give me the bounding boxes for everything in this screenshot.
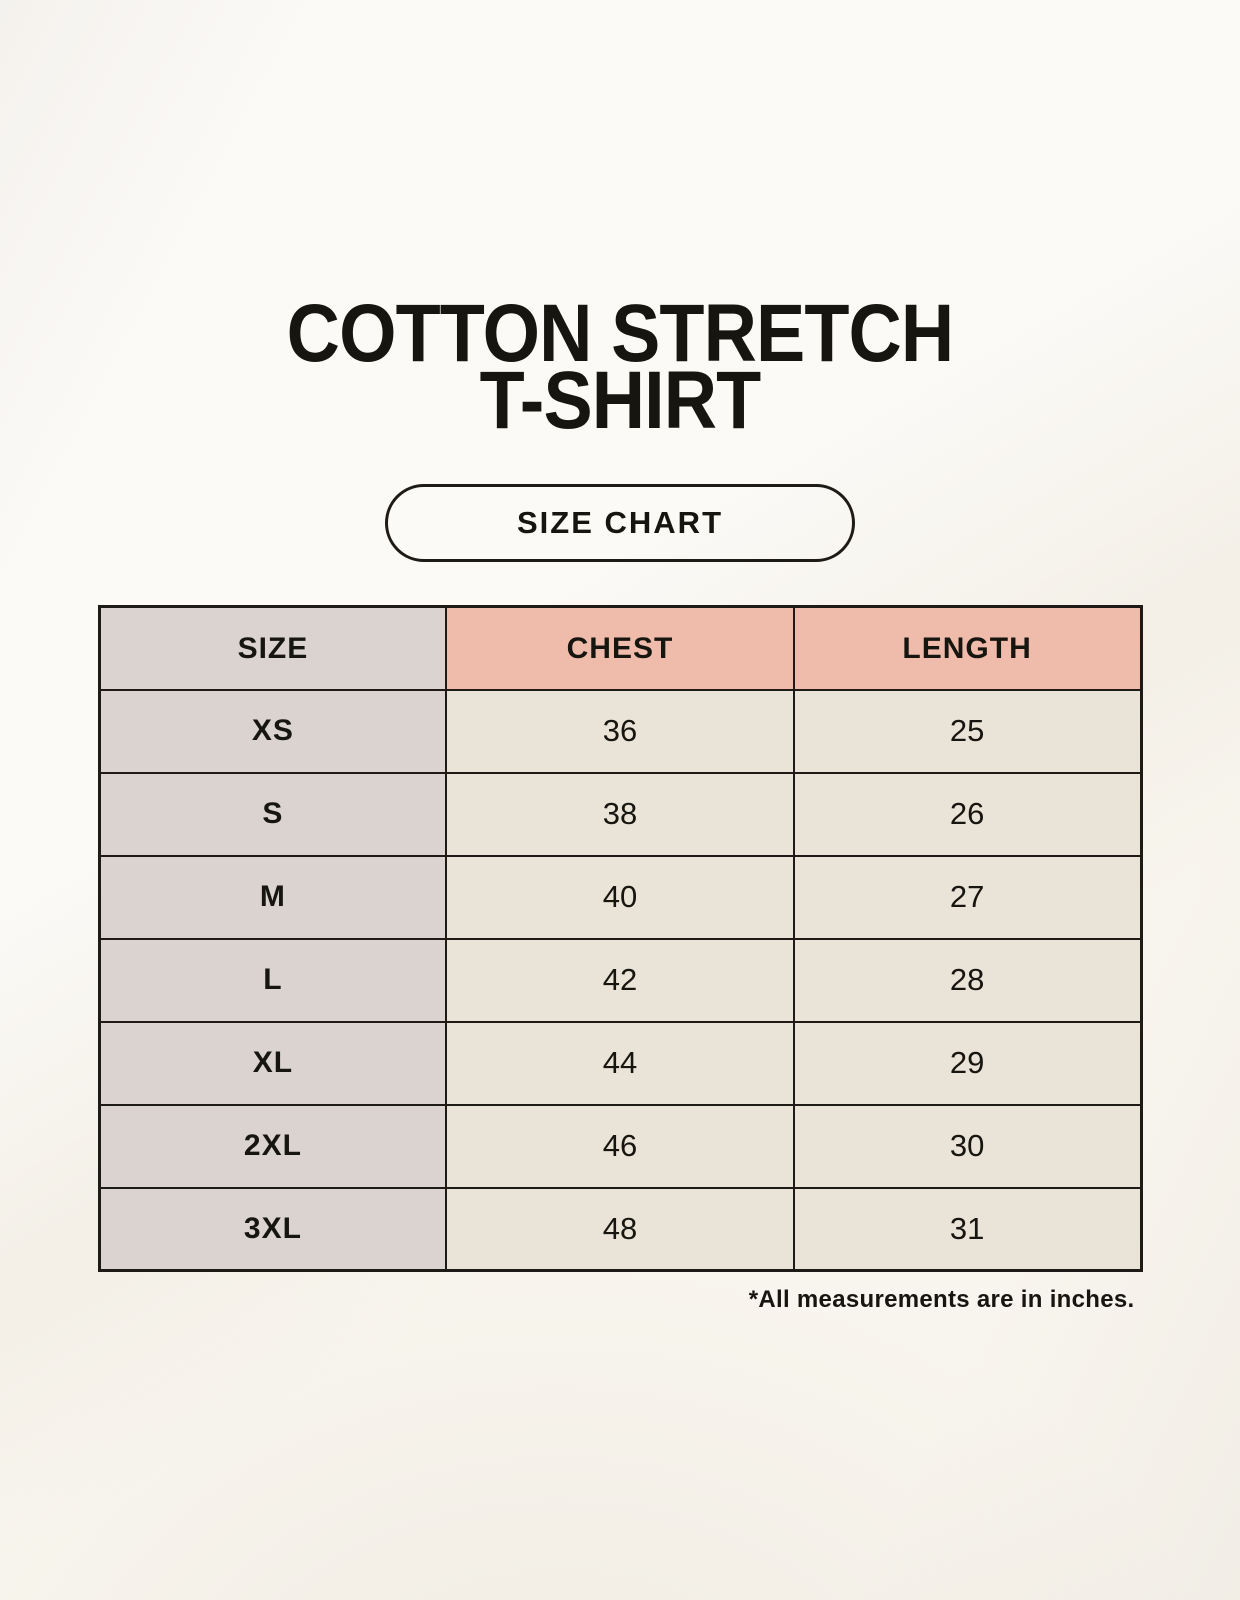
size-cell: 2XL bbox=[97, 1103, 448, 1189]
table-row-s: S 38 26 bbox=[97, 771, 1143, 857]
table-row-m: M 40 27 bbox=[97, 854, 1143, 940]
column-header-length: LENGTH bbox=[792, 605, 1143, 691]
size-cell: 3XL bbox=[97, 1186, 448, 1272]
table-header-row: SIZE CHEST LENGTH bbox=[97, 605, 1143, 691]
chest-cell: 36 bbox=[445, 688, 795, 774]
measurements-footnote: *All measurements are in inches. bbox=[748, 1286, 1135, 1314]
length-cell: 26 bbox=[792, 771, 1143, 857]
chest-cell: 40 bbox=[445, 854, 795, 940]
page-title-line-1: COTTON STRETCH bbox=[286, 288, 955, 379]
length-cell: 29 bbox=[792, 1020, 1143, 1106]
table-row-l: L 42 28 bbox=[97, 937, 1143, 1023]
chest-cell: 42 bbox=[445, 937, 795, 1023]
size-cell: XL bbox=[97, 1020, 448, 1106]
size-cell: S bbox=[97, 771, 448, 857]
size-table: SIZE CHEST LENGTH XS 36 25 S 38 26 M bbox=[97, 605, 1143, 1273]
table-row-2xl: 2XL 46 30 bbox=[97, 1103, 1143, 1189]
column-header-size: SIZE bbox=[97, 605, 448, 691]
table-row-3xl: 3XL 48 31 bbox=[97, 1186, 1143, 1272]
table-row-xl: XL 44 29 bbox=[97, 1020, 1143, 1106]
size-cell: M bbox=[97, 854, 448, 940]
chest-cell: 38 bbox=[445, 771, 795, 857]
size-cell: XS bbox=[97, 688, 448, 774]
size-cell: L bbox=[97, 937, 448, 1023]
chest-cell: 46 bbox=[445, 1103, 795, 1189]
length-cell: 25 bbox=[792, 688, 1143, 774]
chest-cell: 48 bbox=[445, 1186, 795, 1272]
page-title: COTTON STRETCH T-SHIRT bbox=[62, 0, 1178, 447]
size-chart-badge: SIZE CHART bbox=[385, 484, 855, 563]
page-title-line-2: T-SHIRT bbox=[479, 355, 762, 447]
size-chart-badge-label: SIZE CHART bbox=[517, 505, 723, 541]
footnote-container: *All measurements are in inches. bbox=[98, 1286, 1143, 1314]
length-cell: 31 bbox=[792, 1186, 1143, 1272]
length-cell: 27 bbox=[792, 854, 1143, 940]
length-cell: 28 bbox=[792, 937, 1143, 1023]
table-row-xs: XS 36 25 bbox=[97, 688, 1143, 774]
column-header-chest: CHEST bbox=[445, 605, 795, 691]
length-cell: 30 bbox=[792, 1103, 1143, 1189]
chest-cell: 44 bbox=[445, 1020, 795, 1106]
